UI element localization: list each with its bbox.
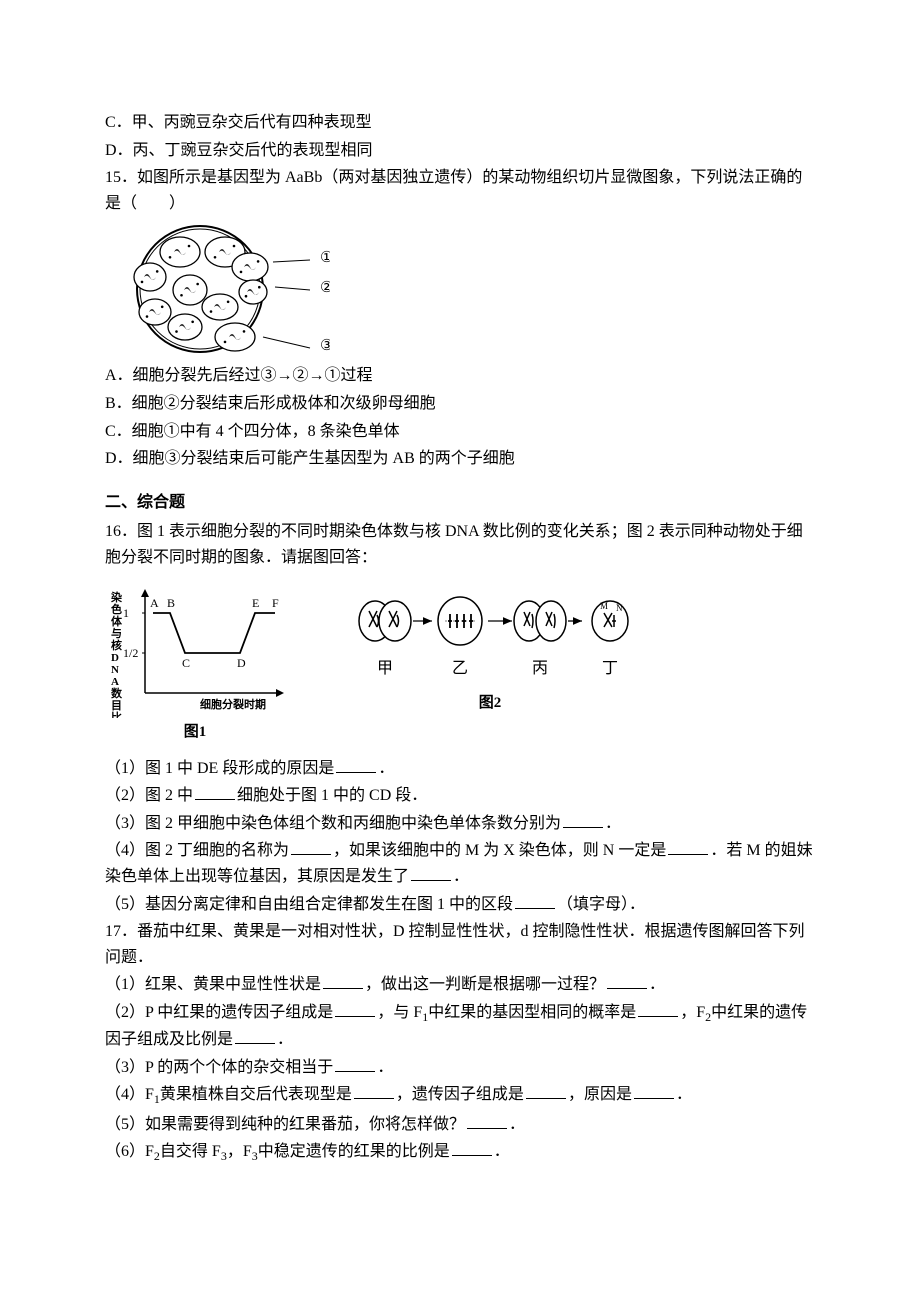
q17-sub6: （6）F2自交得 F3，F3中稳定遗传的红果的比例是． (105, 1139, 815, 1166)
q17-sub5: （5）如果需要得到纯种的红果番茄，你将怎样做？． (105, 1112, 815, 1138)
q17-sub6c-text: ，F (227, 1143, 252, 1160)
svg-text:1/2: 1/2 (123, 646, 138, 660)
q17-sub2d-text: ，F (680, 1004, 705, 1021)
svg-text:细胞分裂时期: 细胞分裂时期 (200, 697, 266, 711)
q17-stem: 17．番茄中红果、黄果是一对相对性状，D 控制显性性状，d 控制隐性性状．根据遗… (105, 919, 815, 970)
q17-sub2c-text: 中红果的基因型相同的概率是 (428, 1004, 636, 1021)
q17-sub4: （4）F1黄果植株自交后代表现型是，遗传因子组成是，原因是． (105, 1082, 815, 1109)
q16-sub4a-text: （4）图 2 丁细胞的名称为 (105, 842, 289, 859)
q15-option-a: A．细胞分裂先后经过③→②→①过程 (105, 363, 815, 389)
q16-sub2b-text: 细胞处于图 1 中的 CD 段． (237, 787, 427, 804)
q17-sub3-text: （3）P 的两个个体的杂交相当于 (105, 1059, 333, 1076)
svg-text:C: C (182, 656, 190, 670)
svg-text:甲: 甲 (377, 660, 393, 677)
svg-text:比: 比 (111, 710, 122, 718)
q15-option-c: C．细胞①中有 4 个四分体，8 条染色单体 (105, 419, 815, 445)
svg-text:与: 与 (111, 627, 122, 640)
q16-sub4: （4）图 2 丁细胞的名称为 ，如果该细胞中的 M 为 X 染色体，则 N 一定是… (105, 838, 815, 889)
q16-sub2: （2）图 2 中 细胞处于图 1 中的 CD 段． (105, 783, 815, 809)
svg-text:体: 体 (111, 614, 123, 628)
svg-text:N: N (111, 664, 119, 676)
q17-sub4d-text: ，原因是 (568, 1086, 632, 1103)
q14-option-d: D．丙、丁豌豆杂交后代的表现型相同 (105, 138, 815, 164)
q17-sub6d-text: 中稳定遗传的红果的比例是 (258, 1143, 450, 1160)
section2-header: 二、综合题 (105, 490, 815, 516)
svg-text:核: 核 (111, 638, 122, 652)
q16-sub1-text: （1）图 1 中 DE 段形成的原因是 (105, 760, 334, 777)
svg-text:乙: 乙 (452, 660, 468, 677)
q15-option-b: B．细胞②分裂结束后形成极体和次级卵母细胞 (105, 391, 815, 417)
svg-text:数: 数 (111, 686, 123, 700)
q17-sub1: （1）红果、黄果中显性性状是，做出这一判断是根据哪一过程？． (105, 972, 815, 998)
q17-sub1a-text: （1）红果、黄果中显性性状是 (105, 976, 321, 993)
q16-sub5: （5）基因分离定律和自由组合定律都发生在图 1 中的区段 （填字母）． (105, 892, 815, 918)
svg-text:D: D (111, 652, 119, 664)
q16-fig1-caption: 图1 (105, 720, 285, 744)
svg-text:色: 色 (111, 602, 122, 616)
q16-fig1-wrap: 染色体与核DNA数目比11/2ABCDEF细胞分裂时期 图1 (105, 583, 285, 744)
q17-sub2b-text: ，与 F (377, 1004, 422, 1021)
svg-text:丁: 丁 (602, 660, 618, 677)
q16-stem: 16．图 1 表示细胞分裂的不同时期染色体数与核 DNA 数比例的变化关系；图 … (105, 519, 815, 570)
q17-sub2a-text: （2）P 中红果的遗传因子组成是 (105, 1004, 333, 1021)
q17-sub3: （3）P 的两个个体的杂交相当于． (105, 1055, 815, 1081)
svg-text:目: 目 (111, 699, 122, 712)
svg-text:N: N (616, 603, 623, 613)
q15-figure: ① ② ③ (105, 222, 815, 357)
q17-sub4a-text: （4）F (105, 1086, 154, 1103)
svg-text:E: E (252, 596, 259, 610)
svg-text:③: ③ (320, 338, 330, 354)
svg-text:F: F (272, 596, 279, 610)
svg-text:A: A (111, 676, 119, 688)
q16-fig2-wrap: 甲 乙 丙 MN 丁 图2 (345, 583, 635, 715)
q16-sub2a-text: （2）图 2 中 (105, 787, 193, 804)
q17-sub4b-text: 黄果植株自交后代表现型是 (160, 1086, 352, 1103)
q16-figures: 染色体与核DNA数目比11/2ABCDEF细胞分裂时期 图1 甲乙丙MN丁 图2 (105, 583, 815, 744)
svg-text:染: 染 (111, 590, 123, 604)
svg-text:M: M (600, 601, 608, 611)
q16-sub5b-text: （填字母）． (557, 896, 645, 913)
q17-sub4c-text: ，遗传因子组成是 (396, 1086, 524, 1103)
q16-sub4b-text: ，如果该细胞中的 M 为 X 染色体，则 N 一定是 (333, 842, 666, 859)
q16-sub5a-text: （5）基因分离定律和自由组合定律都发生在图 1 中的区段 (105, 896, 513, 913)
q17-sub6b-text: 自交得 F (160, 1143, 221, 1160)
svg-text:D: D (237, 656, 246, 670)
svg-text:B: B (167, 596, 175, 610)
q17-sub2: （2）P 中红果的遗传因子组成是，与 F1中红果的基因型相同的概率是，F2中红果… (105, 1000, 815, 1053)
q16-sub3: （3）图 2 甲细胞中染色体组个数和丙细胞中染色单体条数分别为． (105, 811, 815, 837)
q17-sub1b-text: ，做出这一判断是根据哪一过程？ (365, 976, 605, 993)
q14-option-c: C．甲、丙豌豆杂交后代有四种表现型 (105, 110, 815, 136)
q16-sub1: （1）图 1 中 DE 段形成的原因是． (105, 756, 815, 782)
q16-fig2-caption: 图2 (345, 691, 635, 715)
svg-text:②: ② (320, 280, 330, 296)
q17-sub6a-text: （6）F (105, 1143, 154, 1160)
svg-text:丙: 丙 (532, 660, 548, 677)
q15-option-d: D．细胞③分裂结束后可能产生基因型为 AB 的两个子细胞 (105, 446, 815, 472)
q17-sub5-text: （5）如果需要得到纯种的红果番茄，你将怎样做？ (105, 1116, 465, 1133)
q15-stem: 15．如图所示是基因型为 AaBb（两对基因独立遗传）的某动物组织切片显微图象，… (105, 165, 815, 216)
q16-sub3-text: （3）图 2 甲细胞中染色体组个数和丙细胞中染色单体条数分别为 (105, 815, 561, 832)
svg-text:A: A (150, 596, 159, 610)
svg-text:1: 1 (123, 606, 129, 620)
svg-text:①: ① (320, 250, 330, 266)
